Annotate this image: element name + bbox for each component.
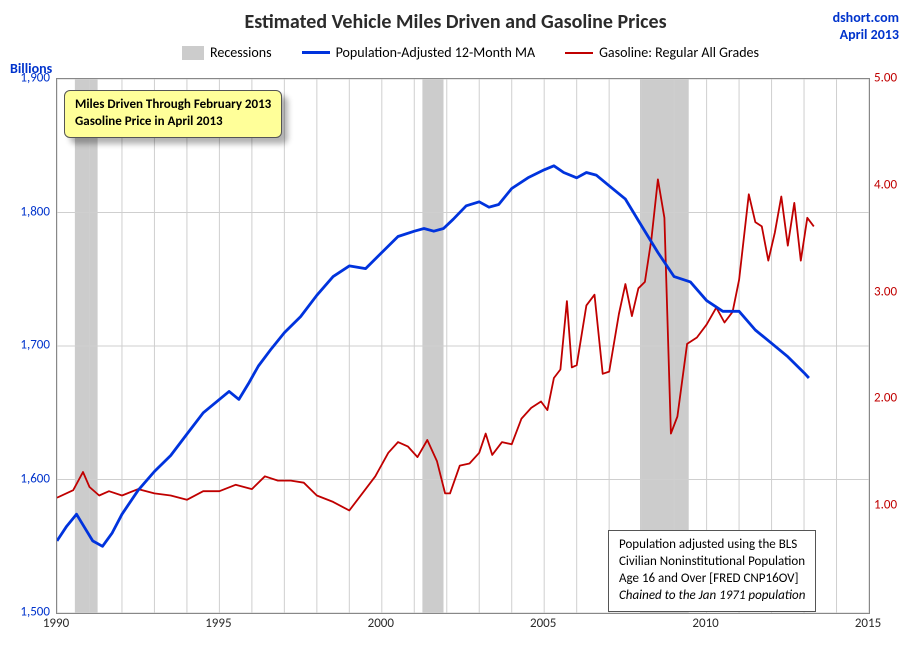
chart-container: Estimated Vehicle Miles Driven and Gasol… — [0, 0, 911, 662]
x-tick: 2010 — [692, 616, 718, 631]
x-tick: 2015 — [855, 616, 881, 631]
y-right-tick: 2.00 — [874, 391, 897, 406]
miles-swatch-icon — [302, 51, 330, 54]
attr-line2: April 2013 — [833, 27, 899, 44]
legend-miles-label: Population-Adjusted 12-Month MA — [336, 44, 536, 61]
legend-recession-label: Recessions — [210, 44, 272, 61]
note-white-l4: Chained to the Jan 1971 population — [619, 588, 805, 605]
y-left-tick: 1,500 — [20, 605, 50, 620]
legend-miles: Population-Adjusted 12-Month MA — [302, 44, 536, 61]
chart-title: Estimated Vehicle Miles Driven and Gasol… — [0, 10, 911, 34]
recession-swatch-icon — [182, 46, 204, 60]
legend-gas: Gasoline: Regular All Grades — [565, 44, 759, 61]
x-tick: 2000 — [368, 616, 394, 631]
note-miles-gas-date: Miles Driven Through February 2013 Gasol… — [64, 90, 282, 138]
attribution: dshort.com April 2013 — [833, 10, 899, 44]
note-white-l2: Civilian Noninstitutional Population — [619, 554, 805, 571]
y-left-tick: 1,600 — [20, 471, 50, 486]
x-tick: 1995 — [205, 616, 231, 631]
y-right-tick: 3.00 — [874, 284, 897, 299]
y-left-tick: 1,900 — [20, 71, 50, 86]
note-yellow-l1: Miles Driven Through February 2013 — [75, 97, 271, 114]
gas-swatch-icon — [565, 52, 593, 54]
legend: Recessions Population-Adjusted 12-Month … — [90, 44, 851, 61]
legend-recession: Recessions — [182, 44, 272, 61]
y-right-tick: 5.00 — [874, 71, 897, 86]
y-left-tick: 1,700 — [20, 338, 50, 353]
y-left-tick: 1,800 — [20, 204, 50, 219]
y-right-tick: 1.00 — [874, 498, 897, 513]
note-yellow-l2: Gasoline Price in April 2013 — [75, 114, 271, 131]
x-tick: 2005 — [530, 616, 556, 631]
note-white-l3: Age 16 and Over [FRED CNP16OV] — [619, 571, 805, 588]
note-population-adjust: Population adjusted using the BLS Civili… — [608, 530, 816, 612]
attr-line1: dshort.com — [833, 10, 899, 27]
note-white-l1: Population adjusted using the BLS — [619, 537, 805, 554]
legend-gas-label: Gasoline: Regular All Grades — [599, 44, 759, 61]
y-right-tick: 4.00 — [874, 177, 897, 192]
y-axis-left-ticks: 1,5001,6001,7001,8001,900 — [0, 78, 50, 612]
